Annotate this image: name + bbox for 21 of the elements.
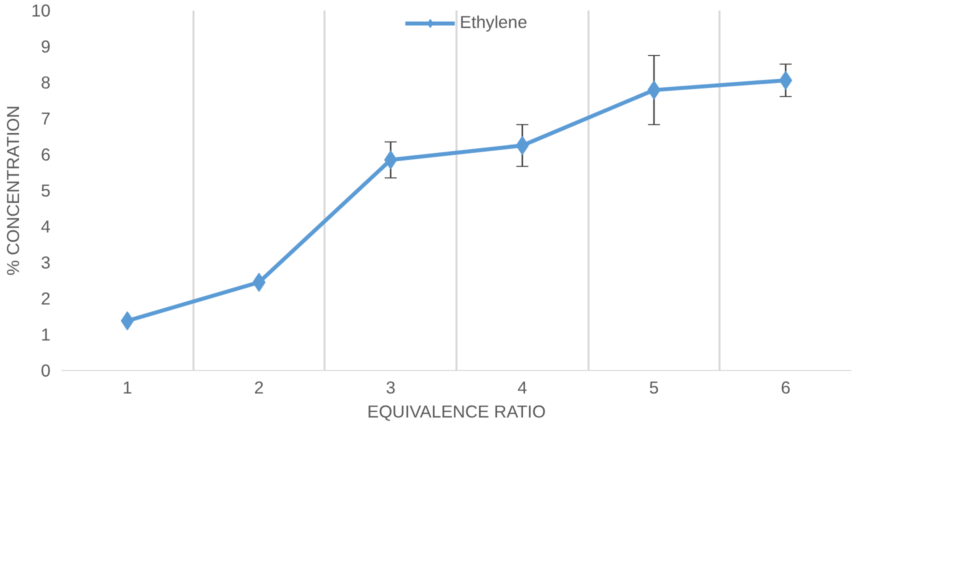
- x-tick-label: 4: [518, 378, 528, 398]
- x-tick-label: 6: [780, 378, 790, 398]
- x-axis-title: EQUIVALENCE RATIO: [367, 402, 546, 422]
- legend-label: Ethylene: [460, 12, 528, 33]
- y-axis-title: % CONCENTRATION: [3, 105, 24, 276]
- y-tick-label: 2: [40, 288, 51, 308]
- y-tick-label: 1: [40, 324, 51, 344]
- y-tick-label: 4: [40, 216, 51, 236]
- y-tick-label: 8: [40, 72, 51, 92]
- y-tick-label: 10: [31, 0, 51, 20]
- point: [516, 136, 529, 155]
- y-tick-label: 3: [40, 252, 51, 272]
- x-tick-label: 1: [122, 378, 132, 398]
- y-tick-label: 7: [40, 108, 51, 128]
- x-tick-label: 2: [254, 378, 264, 398]
- y-tick-label: 6: [40, 144, 51, 164]
- x-tick-label: 5: [649, 378, 659, 398]
- y-tick-label: 9: [40, 36, 51, 56]
- x-tick-label: 3: [386, 378, 396, 398]
- y-tick-label: 0: [40, 360, 51, 380]
- y-tick-label: 5: [40, 180, 51, 200]
